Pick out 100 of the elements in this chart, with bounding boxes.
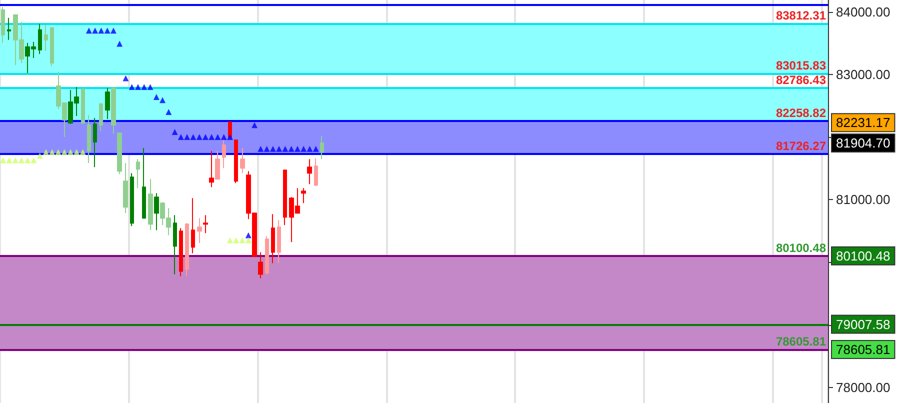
- point: [24, 157, 31, 164]
- point: [264, 146, 270, 152]
- y2-tick-label: 80100.48: [836, 248, 890, 264]
- candlestick: [111, 87, 116, 135]
- point: [0, 157, 6, 164]
- candlestick: [99, 102, 103, 132]
- candlestick: [136, 158, 140, 189]
- point: [306, 146, 313, 152]
- candlestick: [265, 236, 269, 274]
- candlestick: [277, 220, 281, 264]
- point: [233, 237, 240, 244]
- point: [276, 146, 282, 152]
- candlestick: [314, 158, 318, 187]
- candlestick: [234, 140, 238, 184]
- candlestick: [320, 136, 324, 160]
- point: [61, 149, 68, 156]
- point: [288, 146, 294, 152]
- point: [214, 134, 221, 140]
- point: [86, 28, 92, 34]
- point: [116, 40, 123, 47]
- point: [166, 109, 172, 116]
- point: [312, 146, 319, 152]
- point: [49, 149, 56, 156]
- ref-line-label: 81726.27: [776, 139, 826, 154]
- point: [160, 97, 166, 104]
- point: [104, 28, 110, 34]
- point: [6, 157, 12, 164]
- point: [270, 146, 276, 152]
- candlestick: [271, 214, 275, 264]
- candlestick: [130, 172, 134, 227]
- candlestick: [203, 214, 208, 234]
- candlestick: [7, 17, 11, 40]
- point: [190, 134, 196, 140]
- y-tick-label: 83000.00: [836, 66, 890, 82]
- candlestick: [173, 214, 177, 275]
- candlestick: [209, 150, 214, 188]
- point: [43, 149, 49, 156]
- y2-tick-label: 81904.70: [836, 136, 890, 151]
- ref-line-label: 80100.48: [776, 240, 826, 255]
- point: [80, 149, 86, 156]
- point: [196, 134, 202, 140]
- point: [227, 237, 233, 244]
- candlestick: [154, 192, 159, 231]
- point: [252, 122, 258, 128]
- point: [172, 129, 178, 136]
- candlestick: [50, 26, 54, 66]
- candlestick: [179, 228, 183, 277]
- candlestick: [258, 252, 263, 279]
- point: [245, 232, 252, 238]
- candlestick: [44, 24, 48, 52]
- y-tick-label: 78000.00: [836, 380, 890, 395]
- y2-tick-label: 78605.81: [836, 342, 890, 357]
- point: [294, 146, 300, 152]
- candlestick: [191, 198, 195, 254]
- point: [153, 94, 160, 100]
- point: [208, 134, 215, 140]
- y-tick-label: 81000.00: [836, 192, 890, 208]
- ref-line-label: 82786.43: [776, 72, 826, 87]
- y2-tick-label: 79007.58: [836, 316, 890, 332]
- point: [220, 134, 227, 140]
- point: [141, 84, 148, 90]
- point: [30, 157, 37, 164]
- candlestick: [301, 188, 306, 204]
- point: [184, 134, 190, 140]
- point: [245, 237, 252, 244]
- point: [282, 146, 288, 152]
- point: [18, 157, 24, 164]
- point: [74, 149, 80, 156]
- candlestick: [307, 158, 312, 185]
- point: [68, 149, 74, 156]
- point: [202, 134, 208, 140]
- candlestick: [142, 148, 146, 219]
- ref-line-label: 83812.31: [776, 8, 826, 23]
- point: [12, 157, 18, 164]
- candlestick: [215, 150, 220, 180]
- point: [258, 146, 264, 152]
- candlestick: [1, 6, 5, 44]
- point: [135, 84, 141, 90]
- candlestick: [117, 132, 122, 175]
- point: [147, 84, 154, 90]
- point: [92, 28, 98, 34]
- point: [178, 134, 184, 140]
- ref-line-label: 78605.81: [776, 334, 826, 348]
- point: [98, 28, 104, 34]
- ref-line-label: 83015.83: [776, 58, 826, 72]
- point: [122, 75, 129, 82]
- candlestick: [105, 87, 110, 120]
- point: [36, 152, 43, 159]
- candlestick: [197, 218, 202, 244]
- candlestick: [148, 178, 153, 231]
- y2-tick-label: 82231.17: [836, 115, 890, 130]
- point: [227, 134, 233, 140]
- point: [300, 146, 307, 152]
- candlestick: [283, 170, 287, 226]
- candlestick: [38, 23, 42, 54]
- candlestick: [87, 114, 91, 164]
- candlestick: [81, 88, 85, 125]
- candlestick: [185, 222, 189, 277]
- point: [239, 237, 246, 244]
- candlestick: [123, 162, 128, 214]
